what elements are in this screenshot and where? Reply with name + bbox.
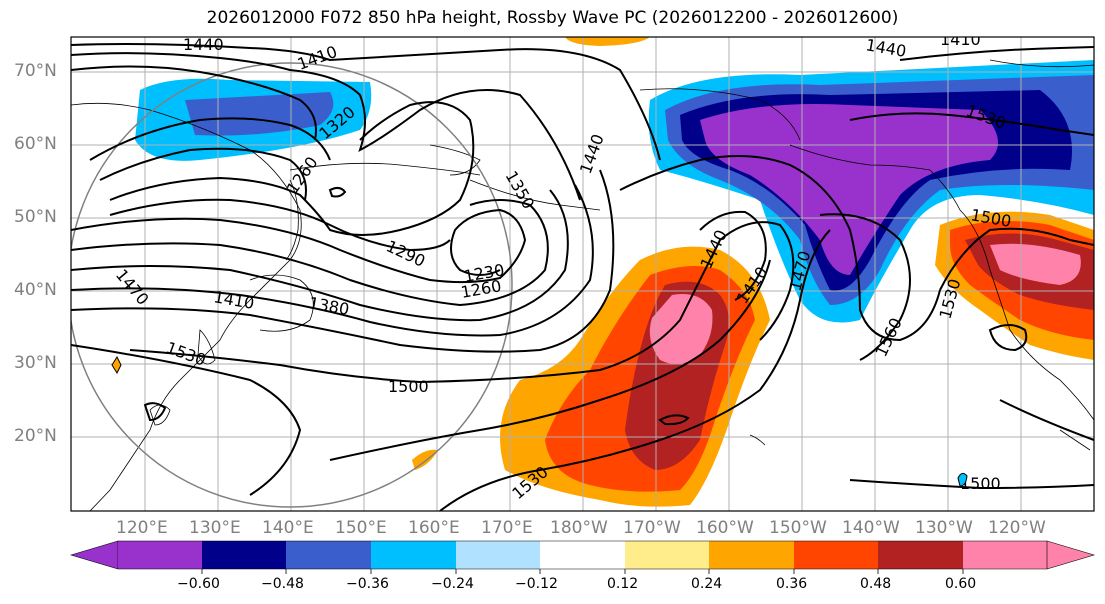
colorbar-tick-label: −0.48: [261, 576, 304, 592]
lon-label: 150°W: [769, 518, 827, 538]
colorbar-tick-label: −0.36: [346, 576, 389, 592]
contour-label: 1440: [864, 35, 907, 61]
colorbar-tick-label: −0.12: [515, 576, 558, 592]
lat-label: 40°N: [14, 280, 57, 300]
contour-label: 1440: [183, 35, 224, 54]
lon-label: 160°E: [408, 518, 460, 538]
reference-circle: [71, 62, 513, 508]
contour-label: 1530: [936, 277, 965, 321]
positive-anomaly-north: [565, 37, 650, 46]
colorbar-tick-label: 0.24: [691, 576, 723, 592]
map-frame: [70, 36, 1095, 512]
colorbar-segment: [794, 541, 878, 569]
contour-label: 1560: [871, 315, 905, 360]
contour-label: 1290: [383, 236, 428, 270]
colorbar-tick-label: 0.60: [945, 576, 977, 592]
lat-label: 70°N: [14, 61, 57, 81]
contour-label: 1500: [388, 377, 429, 396]
colorbar-segment: [963, 541, 1047, 569]
colorbar-min-extension: [69, 540, 119, 570]
colorbar-tick-label: −0.24: [431, 576, 474, 592]
colorbar-segment: [878, 541, 963, 569]
lon-label: 120°E: [116, 518, 168, 538]
lon-label: 130°E: [189, 518, 241, 538]
lat-label: 50°N: [14, 207, 57, 227]
lat-label: 30°N: [14, 353, 57, 373]
height-contours: [71, 43, 1094, 511]
colorbar-segment: [540, 541, 625, 569]
map-title: 2026012000 F072 850 hPa height, Rossby W…: [206, 8, 899, 28]
colorbar-ticks: [201, 569, 964, 574]
colorbar-segment: [118, 541, 202, 569]
colorbar-segment: [625, 541, 709, 569]
colorbar-tick-label: 0.12: [607, 576, 639, 592]
lon-label: 130°W: [915, 518, 973, 538]
colorbar-segment: [286, 541, 371, 569]
colorbar-segment: [709, 541, 794, 569]
contour-label: 1440: [576, 132, 608, 177]
lat-label: 60°N: [14, 134, 57, 154]
lon-label: 170°W: [623, 518, 681, 538]
positive-anomaly-small: [412, 449, 438, 470]
lon-label: 160°W: [696, 518, 754, 538]
colorbar-max-extension: [1046, 540, 1096, 570]
colorbar-segment: [371, 541, 456, 569]
lon-label: 140°W: [842, 518, 900, 538]
lon-label: 150°E: [335, 518, 387, 538]
colorbar-tick-label: 0.48: [860, 576, 892, 592]
small-feature-west: [111, 355, 122, 375]
lat-label: 20°N: [14, 426, 57, 446]
colorbar-tick-label: −0.60: [177, 576, 220, 592]
contour-label: 1380: [307, 293, 350, 319]
colorbar-tick-label: 0.36: [776, 576, 808, 592]
contour-label: 1410: [295, 42, 340, 74]
colorbar: [69, 540, 1096, 574]
colorbar-segment: [456, 541, 540, 569]
lon-label: 140°E: [262, 518, 314, 538]
contour-label: 1350: [502, 168, 539, 213]
lon-label: 170°E: [481, 518, 533, 538]
positive-anomaly-west-coast: [935, 211, 1094, 360]
contour-label: 1470: [112, 265, 153, 308]
colorbar-segment: [202, 541, 286, 569]
contour-label: 1500: [960, 474, 1001, 493]
contour-label: 1410: [940, 30, 981, 49]
small-feature-east: [957, 472, 968, 487]
lon-label: 180°W: [550, 518, 608, 538]
lon-label: 120°W: [988, 518, 1046, 538]
negative-anomaly-alaska: [648, 60, 1094, 323]
